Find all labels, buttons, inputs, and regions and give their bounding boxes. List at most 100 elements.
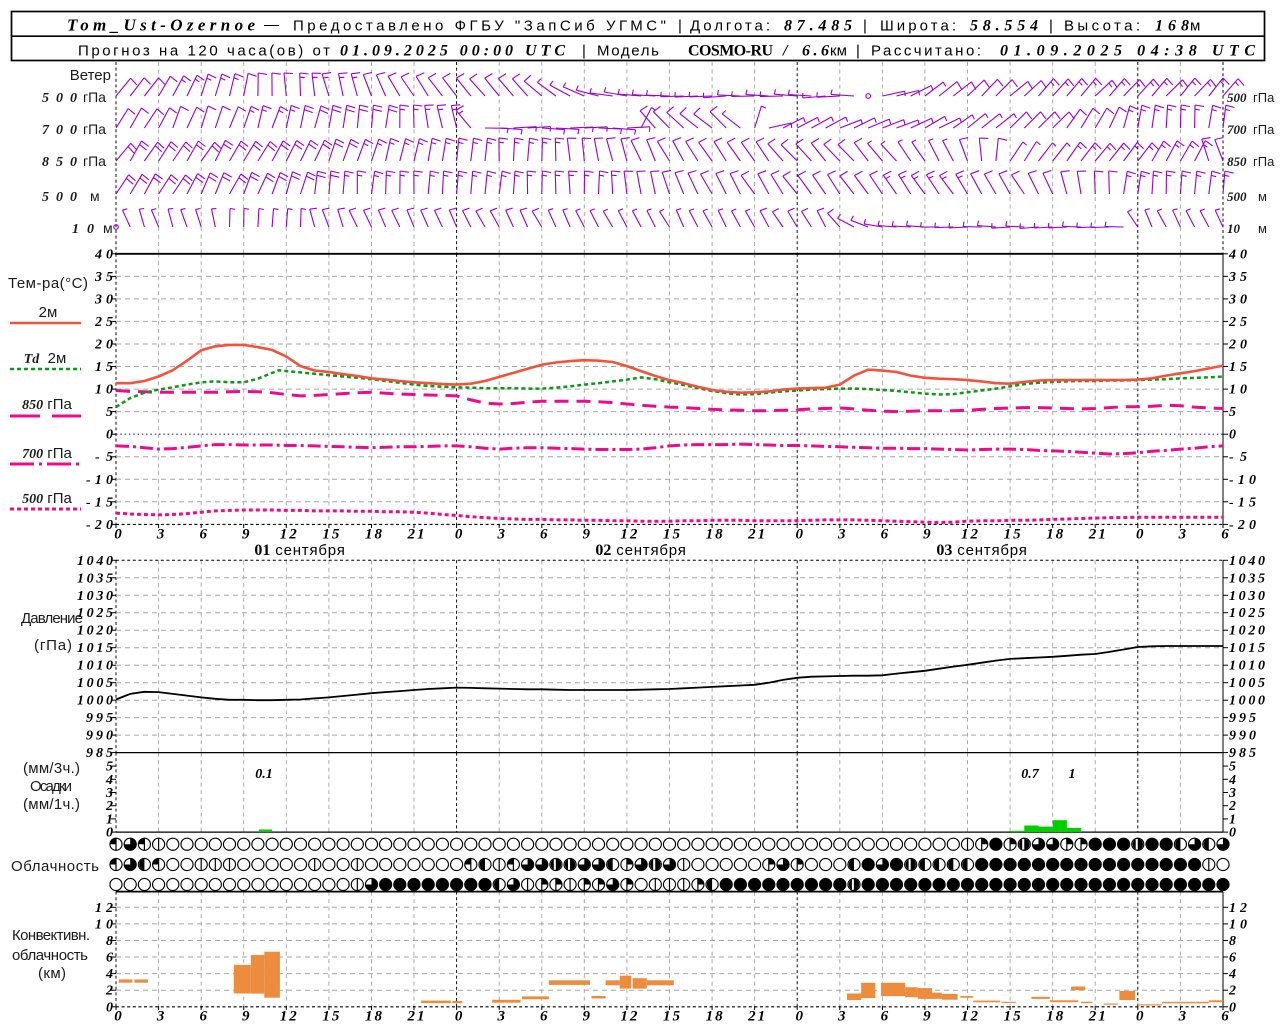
svg-text:Tom_Ust-Ozernoe: Tom_Ust-Ozernoe bbox=[67, 16, 255, 35]
svg-text:6: 6 bbox=[1229, 951, 1236, 966]
svg-text:0: 0 bbox=[1229, 1000, 1236, 1015]
svg-text:01.09.2025 00:00 UTC: 01.09.2025 00:00 UTC bbox=[340, 43, 565, 60]
svg-text:15: 15 bbox=[322, 1009, 340, 1024]
svg-text:-10: -10 bbox=[1229, 473, 1256, 488]
svg-text:/: / bbox=[782, 43, 789, 60]
svg-text:0: 0 bbox=[1229, 428, 1236, 443]
svg-text:9: 9 bbox=[242, 1009, 250, 1024]
svg-text:(гПа): (гПа) bbox=[34, 637, 72, 654]
svg-text:2: 2 bbox=[105, 799, 113, 814]
svg-text:3: 3 bbox=[1178, 1009, 1187, 1024]
svg-text:6: 6 bbox=[881, 527, 889, 543]
svg-text:3: 3 bbox=[105, 786, 113, 801]
svg-text:Тем-ра(°C): Тем-ра(°C) bbox=[8, 275, 88, 292]
svg-text:6: 6 bbox=[1221, 527, 1229, 543]
svg-text:3: 3 bbox=[1178, 527, 1187, 543]
svg-text:1: 1 bbox=[1069, 767, 1076, 782]
svg-text:3: 3 bbox=[496, 1009, 505, 1024]
svg-text:985: 985 bbox=[1229, 746, 1256, 761]
svg-text:3: 3 bbox=[837, 1009, 846, 1024]
svg-text:4: 4 bbox=[1228, 773, 1236, 788]
svg-text:Модель: Модель bbox=[597, 43, 659, 60]
svg-text:500: 500 bbox=[1227, 90, 1247, 105]
svg-text:-20: -20 bbox=[1229, 518, 1256, 533]
svg-text:03 сентября: 03 сентября bbox=[936, 542, 1027, 559]
svg-text:3: 3 bbox=[156, 1009, 165, 1024]
svg-text:облачность: облачность bbox=[12, 947, 88, 964]
svg-text:12: 12 bbox=[961, 527, 979, 543]
svg-text:Давление: Давление bbox=[21, 610, 83, 627]
svg-text:995: 995 bbox=[86, 711, 113, 726]
svg-text:Облачность: Облачность bbox=[11, 858, 99, 875]
svg-text:м: м bbox=[1190, 18, 1200, 35]
svg-text:18: 18 bbox=[1046, 1009, 1064, 1024]
svg-text:990: 990 bbox=[86, 729, 113, 744]
svg-text:3: 3 bbox=[837, 527, 846, 543]
svg-text:0: 0 bbox=[1136, 527, 1144, 543]
svg-text:3: 3 bbox=[1228, 786, 1236, 801]
svg-text:(км): (км) bbox=[38, 965, 66, 982]
svg-text:Ветер: Ветер bbox=[70, 67, 111, 84]
svg-text:|: | bbox=[856, 43, 860, 60]
svg-text:12: 12 bbox=[961, 1009, 979, 1024]
svg-text:58.554: 58.554 bbox=[970, 18, 1038, 35]
svg-text:4: 4 bbox=[1228, 967, 1236, 982]
svg-text:12: 12 bbox=[620, 1009, 638, 1024]
svg-text:м: м bbox=[1258, 221, 1267, 236]
svg-text:0: 0 bbox=[114, 527, 122, 543]
svg-text:Осадки: Осадки bbox=[30, 778, 72, 795]
svg-text:850: 850 bbox=[1227, 154, 1247, 169]
svg-text:4: 4 bbox=[105, 967, 113, 982]
svg-text:0: 0 bbox=[106, 826, 113, 841]
svg-text:|: | bbox=[863, 18, 867, 35]
svg-text:18: 18 bbox=[706, 1009, 724, 1024]
svg-text:990: 990 bbox=[1229, 729, 1256, 744]
svg-text:500 гПа: 500 гПа bbox=[22, 490, 72, 507]
svg-text:500: 500 bbox=[42, 91, 77, 106]
svg-text:02 сентября: 02 сентября bbox=[595, 542, 686, 559]
svg-text:гПа: гПа bbox=[1253, 90, 1275, 105]
svg-text:Долгота:: Долгота: bbox=[690, 18, 770, 35]
svg-text:8: 8 bbox=[1229, 934, 1236, 949]
svg-text:км: км bbox=[830, 43, 847, 60]
svg-text:87.485: 87.485 bbox=[784, 18, 852, 35]
svg-text:700: 700 bbox=[1227, 122, 1247, 137]
svg-text:|: | bbox=[1049, 18, 1053, 35]
svg-text:0.1: 0.1 bbox=[255, 767, 273, 782]
svg-text:2: 2 bbox=[1228, 984, 1236, 999]
svg-text:3: 3 bbox=[156, 527, 165, 543]
svg-text:5: 5 bbox=[106, 405, 113, 420]
svg-text:6: 6 bbox=[881, 1009, 889, 1024]
svg-text:1: 1 bbox=[1229, 812, 1236, 827]
svg-text:700: 700 bbox=[42, 123, 77, 138]
svg-text:12: 12 bbox=[280, 527, 298, 543]
svg-text:18: 18 bbox=[706, 527, 724, 543]
svg-text:м: м bbox=[103, 220, 113, 236]
svg-text:гПа: гПа bbox=[83, 153, 106, 169]
svg-text:6: 6 bbox=[540, 1009, 548, 1024]
svg-text:9: 9 bbox=[923, 1009, 931, 1024]
svg-text:500: 500 bbox=[1227, 189, 1247, 204]
svg-text:-15: -15 bbox=[86, 495, 113, 510]
svg-text:15: 15 bbox=[663, 527, 681, 543]
svg-text:9: 9 bbox=[923, 527, 931, 543]
svg-text:2: 2 bbox=[1228, 799, 1236, 814]
svg-text:гПа: гПа bbox=[83, 89, 106, 105]
svg-text:0: 0 bbox=[455, 1009, 463, 1024]
svg-text:гПа: гПа bbox=[1253, 122, 1275, 137]
svg-text:м: м bbox=[1258, 189, 1267, 204]
svg-text:(мм/3ч.): (мм/3ч.) bbox=[23, 760, 80, 777]
svg-text:01.09.2025 04:38 UTC: 01.09.2025 04:38 UTC bbox=[1000, 43, 1255, 60]
svg-text:0: 0 bbox=[1229, 826, 1236, 841]
svg-text:6.6: 6.6 bbox=[802, 43, 829, 60]
svg-text:8: 8 bbox=[106, 934, 113, 949]
svg-text:2м: 2м bbox=[39, 304, 58, 321]
svg-text:15: 15 bbox=[1004, 527, 1022, 543]
svg-text:Прогноз на 120 часа(ов) от: Прогноз на 120 часа(ов) от bbox=[78, 43, 330, 60]
svg-text:18: 18 bbox=[365, 527, 383, 543]
svg-text:6: 6 bbox=[199, 1009, 207, 1024]
svg-text:0.7: 0.7 bbox=[1021, 767, 1040, 782]
svg-text:01 сентября: 01 сентября bbox=[254, 542, 345, 559]
svg-text:0: 0 bbox=[106, 428, 113, 443]
svg-text:Td 2м: Td 2м bbox=[24, 350, 67, 367]
